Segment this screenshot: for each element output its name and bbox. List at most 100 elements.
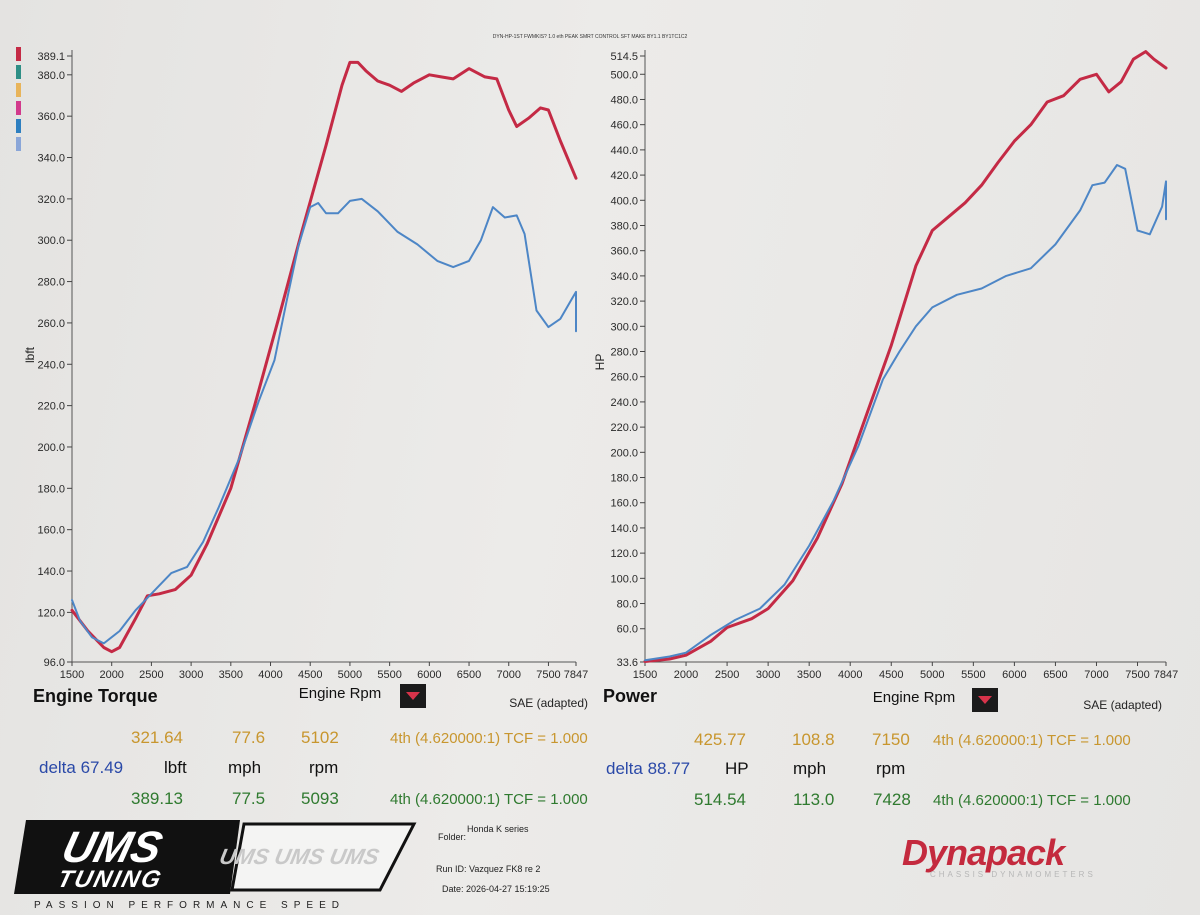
torque-run1-value: 321.64 [131,728,183,747]
power-run1-gear: 4th (4.620000:1) TCF = 1.000 [933,732,1131,749]
power-y-tick-label: 360.0 [610,246,638,258]
torque-x-tick-label: 3500 [219,669,243,681]
power-x-tick-label: 7847 [1154,669,1178,681]
logo-sub: TUNING [55,866,166,893]
torque-unit-rpm: rpm [309,758,339,777]
header-text: DYN-HP-1ST FWMKIS? 1.0 eth PEAK SMRT CON… [493,34,688,40]
power-y-tick-label: 420.0 [610,170,638,182]
power-y-tick-label: 60.0 [617,624,638,636]
folder-value: Honda K series [467,824,529,834]
power-y-tick-label: 80.0 [617,599,638,611]
torque-run1-rpm: 5102 [301,728,339,747]
power-y-tick-label: 500.0 [610,69,638,81]
torque-unit-speed: mph [228,758,262,777]
torque-delta: delta 67.49 [39,758,124,777]
torque-run2-gear: 4th (4.620000:1) TCF = 1.000 [390,791,588,808]
torque-unit-value: lbft [164,758,187,777]
torque-y-tick-label: 240.0 [37,359,65,371]
torque-y-tick-label: 260.0 [37,318,65,330]
torque-x-tick-label: 4500 [298,669,322,681]
legend-swatches [16,47,21,151]
chevron-down-icon [978,696,992,704]
power-run1-speed: 108.8 [792,730,835,749]
torque-x-tick-label: 4000 [258,669,282,681]
power-series [643,50,1168,663]
power-y-tick-label: 260.0 [610,372,638,384]
torque-y-tick-label: 340.0 [37,153,65,165]
torque-dropdown-button[interactable] [400,684,426,708]
torque-x-tick-label: 7500 [536,669,560,681]
torque-y-tick-label: 200.0 [37,442,65,454]
torque-y-tick-label: 380.0 [37,70,65,82]
torque-y-ticks: 96.0 120.0 140.0 160.0 180.0 200.0 220.0 240.0 2… [37,51,72,669]
power-y-tick-label: 100.0 [610,573,638,585]
power-dropdown-button[interactable] [972,688,998,712]
torque-y-tick-label: 300.0 [37,235,65,247]
power-x-ticks: 1500 2000 2500 3000 3500 4000 4500 5000 5500 6000… [633,662,1178,681]
legend-swatch [16,101,21,115]
power-x-tick-label: 2000 [674,669,698,681]
legend-swatch [16,65,21,79]
power-y-tick-label: 460.0 [610,120,638,132]
logo-main: UMS [57,824,167,872]
ums-tuning-logo: UMS UMS UMS UMS TUNING PASSION PERFORMAN… [14,820,417,911]
power-y-tick-label: 33.6 [617,657,638,669]
torque-x-tick-label: 6500 [457,669,481,681]
torque-run2-rpm: 5093 [301,789,339,808]
torque-title: Engine Torque [33,686,158,706]
power-unit-speed: mph [793,759,827,778]
torque-run1-speed: 77.6 [232,728,266,747]
power-title: Power [603,686,657,706]
torque-x-tick-label: 5500 [377,669,401,681]
power-y-tick-label: 120.0 [610,548,638,560]
power-x-tick-label: 5500 [961,669,985,681]
torque-y-tick-label: 160.0 [37,525,65,537]
brand-sub: CHASSIS DYNAMOMETERS [930,870,1096,879]
torque-x-tick-label: 2000 [99,669,123,681]
power-y-tick-label: 514.5 [610,51,638,63]
torque-x-tick-label: 7000 [496,669,520,681]
torque-y-tick-label: 220.0 [37,401,65,413]
torque-run2-value: 389.13 [131,789,183,808]
brand-name: Dynapack [902,832,1065,873]
power-x-tick-label: 2500 [715,669,739,681]
power-y-ticks: 33.6 60.0 80.0 100.0 120.0 140.0 160.0 180.0 200… [610,51,645,669]
torque-chart: 96.0 120.0 140.0 160.0 180.0 200.0 220.0 240.0 2… [23,50,588,710]
torque-series [70,60,578,654]
folder-label: Folder: [438,832,467,842]
torque-x-ticks: 1500 2000 2500 3000 3500 4000 4500 5000 5500 6000… [60,662,588,681]
power-y-tick-label: 180.0 [610,473,638,485]
power-x-tick-label: 3000 [756,669,780,681]
torque-y-tick-label: 96.0 [44,657,65,669]
power-run1-rpm: 7150 [872,730,910,749]
power-x-tick-label: 3500 [797,669,821,681]
legend-swatch [16,47,21,61]
torque-y-tick-label: 280.0 [37,277,65,289]
torque-y-tick-label: 320.0 [37,194,65,206]
torque-y-tick-label: 389.1 [37,51,65,63]
power-run2-gear: 4th (4.620000:1) TCF = 1.000 [933,792,1131,809]
power-y-label: HP [593,354,607,371]
torque-correction: SAE (adapted) [509,696,588,710]
torque-x-label: Engine Rpm [299,685,382,702]
legend-swatch [16,83,21,97]
torque-run2-speed: 77.5 [232,789,266,808]
power-delta: delta 88.77 [606,759,691,778]
power-x-tick-label: 5000 [920,669,944,681]
torque-y-tick-label: 140.0 [37,566,65,578]
torque-y-tick-label: 360.0 [37,111,65,123]
run-id: Run ID: Vazquez FK8 re 2 [436,864,541,874]
chevron-down-icon [406,692,420,700]
torque-x-tick-label: 2500 [139,669,163,681]
power-x-tick-label: 6500 [1043,669,1067,681]
torque-x-tick-label: 5000 [338,669,362,681]
power-x-tick-label: 7500 [1125,669,1149,681]
power-x-tick-label: 6000 [1002,669,1026,681]
logo-tagline: PASSION PERFORMANCE SPEED [34,900,345,911]
power-series-line-2 [644,164,1167,662]
power-x-label: Engine Rpm [873,689,956,706]
power-run2-rpm: 7428 [873,790,911,809]
power-y-tick-label: 300.0 [610,321,638,333]
torque-y-tick-label: 120.0 [37,607,65,619]
